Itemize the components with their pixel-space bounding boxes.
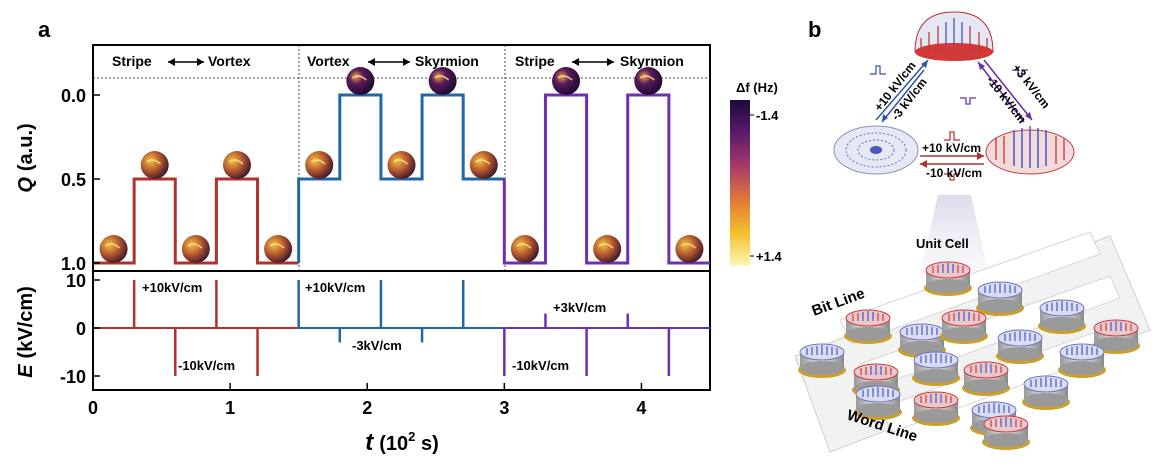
double-arrow-icon	[168, 58, 204, 66]
afm-sphere-icon	[346, 67, 375, 95]
skyrmion-dome-icon	[914, 11, 994, 61]
afm-sphere-icon	[222, 151, 251, 179]
afm-sphere-icon	[510, 235, 539, 263]
memory-cell	[1092, 319, 1140, 354]
colorbar-title: Δf (Hz)	[736, 80, 778, 95]
skyrmion-disk-icon	[985, 126, 1075, 175]
panel-b-label: b	[808, 17, 821, 42]
colorbar-bar	[730, 100, 750, 266]
q-ytick-label: 0.5	[61, 170, 86, 190]
afm-sphere-icon	[264, 235, 293, 263]
afm-sphere-icon	[634, 67, 663, 95]
region-2-right: Skyrmion	[415, 53, 479, 69]
x-tick-label: 2	[362, 398, 372, 418]
double-arrow-icon	[368, 58, 410, 66]
vortex-disk-icon	[833, 125, 919, 175]
q-ytick-label: 1.0	[61, 254, 86, 274]
memory-cell	[912, 351, 960, 386]
memory-cell	[844, 309, 892, 344]
afm-sphere-icon	[181, 235, 210, 263]
memory-cell	[1038, 299, 1086, 334]
memory-cell	[798, 343, 846, 378]
e-ytick-label: 10	[66, 271, 86, 291]
q-axis-label: Q (a.u.)	[15, 123, 37, 192]
afm-sphere-icon	[140, 151, 169, 179]
q-series-3	[502, 93, 710, 265]
q-axis-unit: (a.u.)	[15, 123, 37, 171]
panel-a-label: a	[38, 17, 51, 42]
double-arrow-icon	[572, 58, 614, 66]
e-plot: +10kV/cm -10kV/cm +10kV/cm -3kV/cm +3kV/…	[92, 270, 711, 391]
x-axis-unit: (10	[379, 433, 408, 455]
e-axis-unit: (kV/cm)	[15, 286, 37, 358]
afm-sphere-icon	[305, 151, 334, 179]
memory-array	[794, 231, 1151, 453]
x-tick-label: 0	[88, 398, 98, 418]
e-axis-var: E	[15, 364, 37, 378]
memory-cell	[962, 361, 1010, 396]
memory-cell	[976, 281, 1024, 316]
afm-sphere-icon	[469, 151, 498, 179]
memory-cell	[898, 323, 946, 358]
x-tick-label: 3	[499, 398, 509, 418]
afm-sphere-icon	[387, 151, 416, 179]
x-tick-label: 1	[225, 398, 235, 418]
colorbar-bottom-tick: +1.4	[756, 249, 782, 264]
afm-sphere-icon	[593, 235, 622, 263]
region-3-left: Stripe	[515, 53, 555, 69]
afm-sphere-icon	[552, 67, 581, 95]
e-annot-4: -3kV/cm	[352, 338, 402, 353]
memory-cell	[1022, 375, 1070, 410]
unit-cell-label: Unit Cell	[916, 236, 969, 251]
x-axis-label: t (102 s)	[365, 429, 438, 456]
e-ytick-label: 0	[76, 319, 86, 339]
e-axis-label: E (kV/cm)	[15, 286, 37, 378]
afm-sphere-icon	[99, 235, 128, 263]
zoom-beam	[918, 195, 990, 280]
q-plot: Stripe Vortex Vortex Skyrmion Stripe Sky…	[92, 44, 711, 272]
memory-cell	[1058, 343, 1106, 378]
memory-cell	[996, 329, 1044, 364]
x-axis-var: t	[365, 429, 374, 456]
e-annot-5: +3kV/cm	[553, 300, 606, 315]
colorbar-top-tick: -1.4	[756, 108, 779, 123]
memory-cell	[912, 391, 960, 426]
memory-cell	[982, 415, 1030, 450]
e-annot-2: -10kV/cm	[178, 358, 235, 373]
region-2-left: Vortex	[307, 53, 350, 69]
x-axis-unit-end: s)	[415, 433, 438, 455]
e-annot-3: +10kV/cm	[305, 280, 365, 295]
q-ytick-label: 0.0	[61, 86, 86, 106]
region-1-right: Vortex	[208, 53, 251, 69]
e-plot-frame	[92, 270, 711, 391]
x-axis-unit-sup: 2	[408, 429, 415, 444]
transition-arrows	[870, 59, 1033, 181]
memory-cell	[854, 385, 902, 420]
region-1-left: Stripe	[112, 53, 152, 69]
memory-cell	[924, 261, 972, 296]
afm-sphere-icon	[675, 235, 704, 263]
x-tick-label: 4	[636, 398, 646, 418]
trans-mid-right: +10 kV/cm	[922, 141, 981, 155]
e-annot-1: +10kV/cm	[142, 280, 202, 295]
colorbar: Δf (Hz) -1.4 +1.4	[730, 80, 782, 266]
memory-cell	[940, 309, 988, 344]
e-annot-6: -10kV/cm	[512, 358, 569, 373]
q-series-2	[297, 93, 505, 263]
afm-sphere-icon	[428, 67, 457, 95]
e-ytick-label: -10	[60, 367, 86, 387]
trans-mid-left: -10 kV/cm	[926, 166, 982, 180]
region-3-right: Skyrmion	[620, 53, 684, 69]
q-axis-var: Q	[15, 177, 37, 193]
